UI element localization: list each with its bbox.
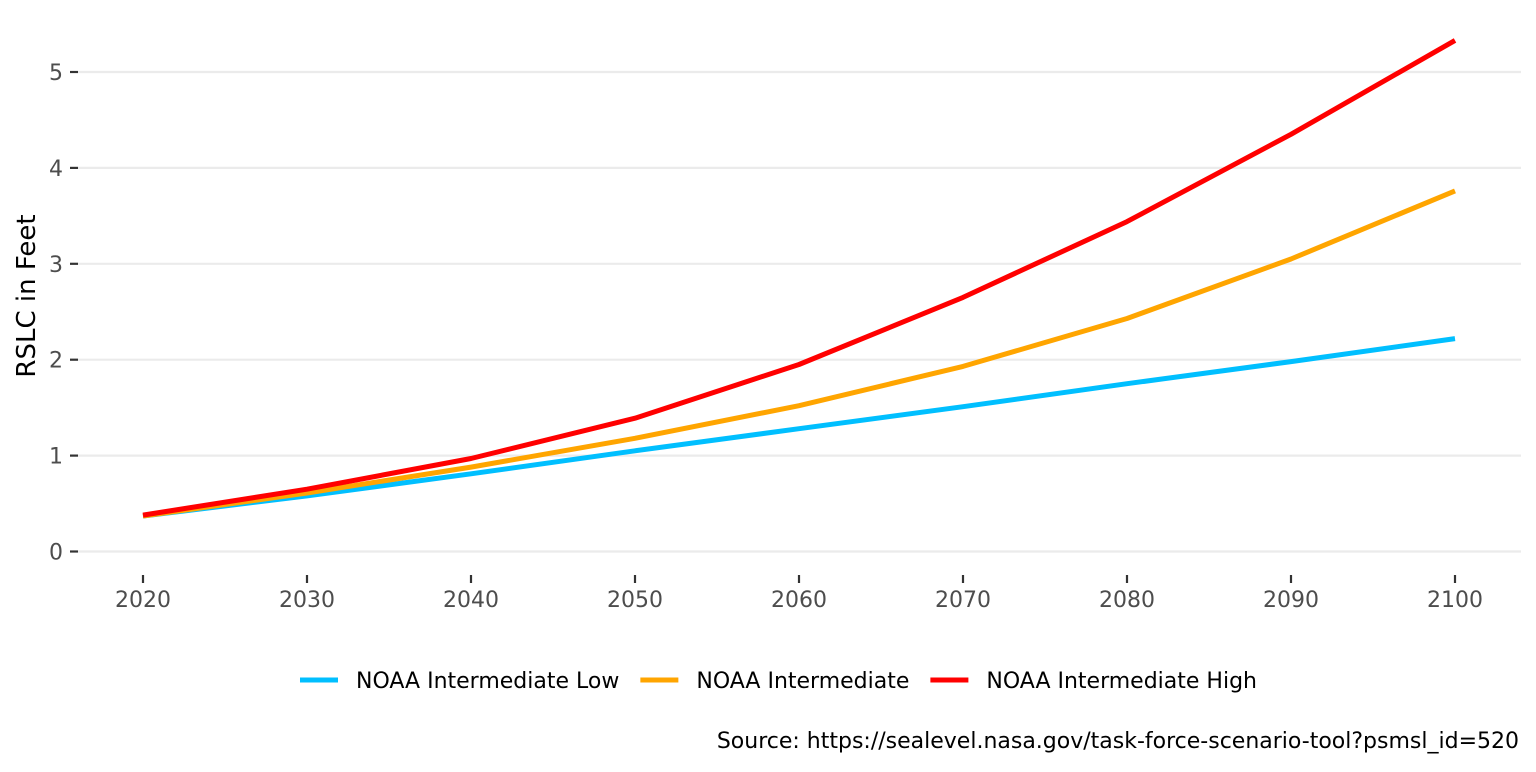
x-axis: 2020 2030 2040 2050 2060 2070 2080 2090 2100 — [115, 575, 1483, 613]
legend-label-noaa-intermediate-high: NOAA Intermediate High — [986, 669, 1257, 694]
x-tick-label: 2060 — [771, 588, 827, 613]
x-tick-label: 2050 — [607, 588, 663, 613]
series-lines — [142, 38, 1457, 519]
series-line-noaa-intermediate-high — [142, 38, 1457, 518]
series-line-noaa-intermediate — [142, 188, 1456, 519]
y-axis: 0 1 2 3 4 5 — [49, 61, 78, 566]
y-tick-label: 0 — [49, 541, 63, 566]
x-tick-label: 2090 — [1263, 588, 1319, 613]
y-tick-label: 2 — [49, 349, 63, 374]
x-tick-label: 2040 — [443, 588, 499, 613]
y-tick-label: 5 — [49, 61, 63, 86]
y-axis-title: RSLC in Feet — [12, 214, 42, 377]
source-caption: Source: https://sealevel.nasa.gov/task-f… — [717, 729, 1519, 754]
y-tick-label: 1 — [49, 445, 63, 470]
x-tick-label: 2100 — [1427, 588, 1483, 613]
x-tick-label: 2020 — [115, 588, 171, 613]
x-tick-label: 2070 — [935, 588, 991, 613]
y-tick-label: 4 — [49, 157, 63, 182]
legend-label-noaa-intermediate-low: NOAA Intermediate Low — [356, 669, 619, 694]
legend-label-noaa-intermediate: NOAA Intermediate — [696, 669, 909, 694]
legend: NOAA Intermediate Low NOAA Intermediate NO… — [300, 669, 1257, 694]
x-tick-label: 2030 — [279, 588, 335, 613]
x-tick-label: 2080 — [1099, 588, 1155, 613]
series-line-noaa-intermediate-low — [142, 336, 1456, 519]
gridlines — [78, 70, 1521, 553]
y-tick-label: 3 — [49, 253, 63, 278]
